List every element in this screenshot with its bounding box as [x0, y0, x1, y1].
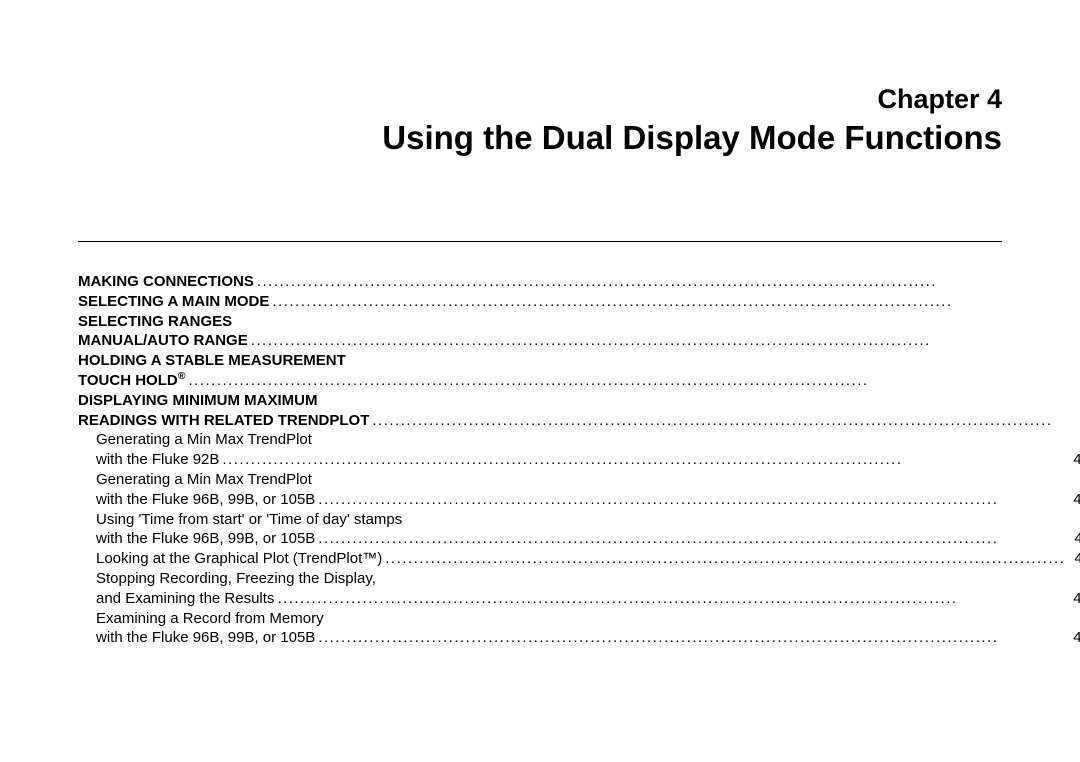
toc-entry-continuation: Generating a Min Max TrendPlot: [78, 430, 1080, 450]
toc-entry: with the Fluke 96B, 99B, or 105B 4-11: [78, 529, 1080, 549]
toc-leader-dots: [315, 490, 1067, 510]
toc-entry-label: with the Fluke 96B, 99B, or 105B: [78, 490, 315, 510]
toc-leader-dots: [248, 331, 1076, 351]
toc-entry-label: with the Fluke 96B, 99B, or 105B: [78, 628, 315, 648]
toc-entry-label: SELECTING A MAIN MODE: [78, 292, 269, 312]
toc-page-number: 4-3: [1076, 292, 1080, 312]
divider: [78, 241, 1002, 242]
toc-entry-label: MANUAL/AUTO RANGE: [78, 331, 248, 351]
toc-leader-dots: [315, 628, 1067, 648]
toc-columns: MAKING CONNECTIONS4-2SELECTING A MAIN MO…: [78, 272, 1002, 648]
toc-page-number: 4-10: [1067, 450, 1080, 470]
toc-entry-continuation: Stopping Recording, Freezing the Display…: [78, 569, 1080, 589]
toc-entry-continuation: Examining a Record from Memory: [78, 609, 1080, 629]
toc-leader-dots: [315, 529, 1068, 549]
toc-entry-label: with the Fluke 96B, 99B, or 105B: [78, 529, 315, 549]
toc-page-number: 4-12: [1067, 628, 1080, 648]
toc-entry-continuation: DISPLAYING MINIMUM MAXIMUM: [78, 391, 1080, 411]
toc-page-number: 4-2: [1076, 272, 1080, 292]
toc-entry-label: MAKING CONNECTIONS: [78, 272, 254, 292]
toc-entry-continuation: Generating a Min Max TrendPlot: [78, 470, 1080, 490]
chapter-label: Chapter 4: [78, 84, 1002, 115]
toc-entry: READINGS WITH RELATED TRENDPLOT 4-9: [78, 411, 1080, 431]
toc-page-number: 4-10: [1067, 490, 1080, 510]
toc-entry-label: Looking at the Graphical Plot (TrendPlot…: [78, 549, 382, 569]
toc-entry: SELECTING A MAIN MODE 4-3: [78, 292, 1080, 312]
chapter-header: Chapter 4 Using the Dual Display Mode Fu…: [78, 84, 1002, 157]
toc-column-left: MAKING CONNECTIONS4-2SELECTING A MAIN MO…: [78, 272, 1080, 648]
toc-page-number: 4-11: [1068, 529, 1080, 549]
toc-entry-label: and Examining the Results: [78, 589, 274, 609]
toc-entry: Looking at the Graphical Plot (TrendPlot…: [78, 549, 1080, 569]
toc-entry: and Examining the Results 4-12: [78, 589, 1080, 609]
toc-entry-label: with the Fluke 92B: [78, 450, 219, 470]
toc-page-number: 4-9: [1076, 411, 1080, 431]
chapter-title: Using the Dual Display Mode Functions: [78, 119, 1002, 157]
toc-page-number: 4-7: [1076, 331, 1080, 351]
toc-entry-label: TOUCH HOLD®: [78, 371, 185, 391]
toc-leader-dots: [254, 272, 1076, 292]
toc-entry: with the Fluke 96B, 99B, or 105B 4-12: [78, 628, 1080, 648]
toc-leader-dots: [269, 292, 1075, 312]
toc-leader-dots: [369, 411, 1075, 431]
toc-entry: with the Fluke 92B 4-10: [78, 450, 1080, 470]
toc-page-number: 4-11: [1068, 549, 1080, 569]
toc-page-number: 4-8: [1076, 371, 1080, 391]
toc-entry-continuation: HOLDING A STABLE MEASUREMENT: [78, 351, 1080, 371]
toc-leader-dots: [382, 549, 1068, 569]
toc-leader-dots: [219, 450, 1067, 470]
toc-page-number: 4-12: [1067, 589, 1080, 609]
toc-leader-dots: [274, 589, 1067, 609]
toc-entry-continuation: Using 'Time from start' or 'Time of day'…: [78, 510, 1080, 530]
toc-entry: MAKING CONNECTIONS 4-2: [78, 272, 1080, 292]
toc-leader-dots: [185, 371, 1075, 391]
toc-entry-label: READINGS WITH RELATED TRENDPLOT: [78, 411, 369, 431]
toc-entry: TOUCH HOLD® 4-8: [78, 371, 1080, 391]
toc-entry: with the Fluke 96B, 99B, or 105B 4-10: [78, 490, 1080, 510]
toc-entry: MANUAL/AUTO RANGE 4-7: [78, 331, 1080, 351]
toc-entry-continuation: SELECTING RANGES: [78, 312, 1080, 332]
